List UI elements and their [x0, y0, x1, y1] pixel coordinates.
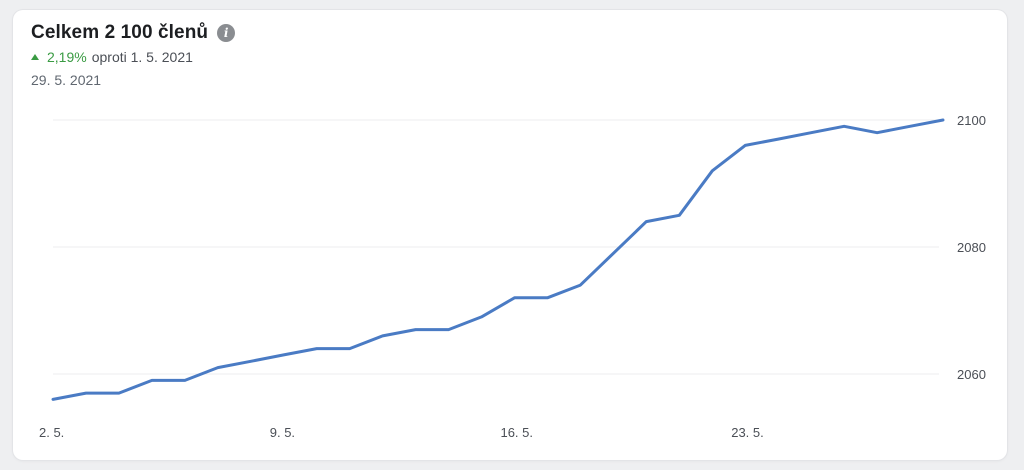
data-point	[941, 118, 945, 122]
data-point	[710, 169, 714, 173]
data-point	[315, 347, 319, 351]
change-compare: oproti 1. 5. 2021	[91, 49, 193, 65]
change-percent: 2,19%	[47, 49, 87, 65]
series-line	[51, 118, 945, 401]
tick-layer: 2060 2080 2100 2. 5. 9. 5. 16. 5. 23. 5.	[39, 113, 986, 440]
grid-layer	[53, 119, 939, 375]
info-icon[interactable]: i	[217, 24, 236, 42]
data-point	[447, 328, 451, 332]
data-point	[84, 391, 88, 395]
x-tick-label: 16. 5.	[500, 425, 533, 440]
data-point	[117, 391, 121, 395]
data-point	[809, 131, 813, 135]
data-point	[644, 220, 648, 224]
title-row: Celkem 2 100 členů i	[31, 22, 236, 44]
data-point	[249, 359, 253, 363]
current-date: 29. 5. 2021	[31, 72, 102, 88]
data-point	[183, 378, 187, 382]
data-point	[381, 334, 385, 338]
data-point	[512, 296, 516, 300]
change-row: 2,19% oproti 1. 5. 2021	[31, 49, 193, 65]
data-point	[908, 124, 912, 128]
data-point	[578, 283, 582, 287]
members-line-chart: 2060 2080 2100 2. 5. 9. 5. 16. 5. 23. 5.	[39, 113, 986, 440]
data-point	[875, 131, 879, 135]
y-tick-label: 2060	[957, 367, 986, 382]
data-point	[677, 213, 681, 217]
data-point	[216, 366, 220, 370]
total-members-title: Celkem 2 100 členů	[31, 22, 209, 43]
x-tick-label: 9. 5.	[270, 425, 295, 440]
data-point	[545, 296, 549, 300]
members-card: Celkem 2 100 členů i 2,19% oproti 1. 5. …	[13, 10, 1007, 460]
data-point	[842, 124, 846, 128]
data-point	[611, 251, 615, 255]
data-point	[743, 143, 747, 147]
x-tick-label: 2. 5.	[39, 425, 64, 440]
data-point	[51, 397, 55, 401]
data-point	[776, 137, 780, 141]
x-tick-label: 23. 5.	[731, 425, 764, 440]
data-point	[282, 353, 286, 357]
data-point	[348, 347, 352, 351]
data-point	[414, 328, 418, 332]
y-tick-label: 2080	[957, 240, 986, 255]
up-arrow-icon	[31, 53, 39, 60]
data-point	[480, 315, 484, 319]
y-tick-label: 2100	[957, 113, 986, 128]
line-layer	[51, 118, 945, 401]
data-point	[150, 378, 154, 382]
